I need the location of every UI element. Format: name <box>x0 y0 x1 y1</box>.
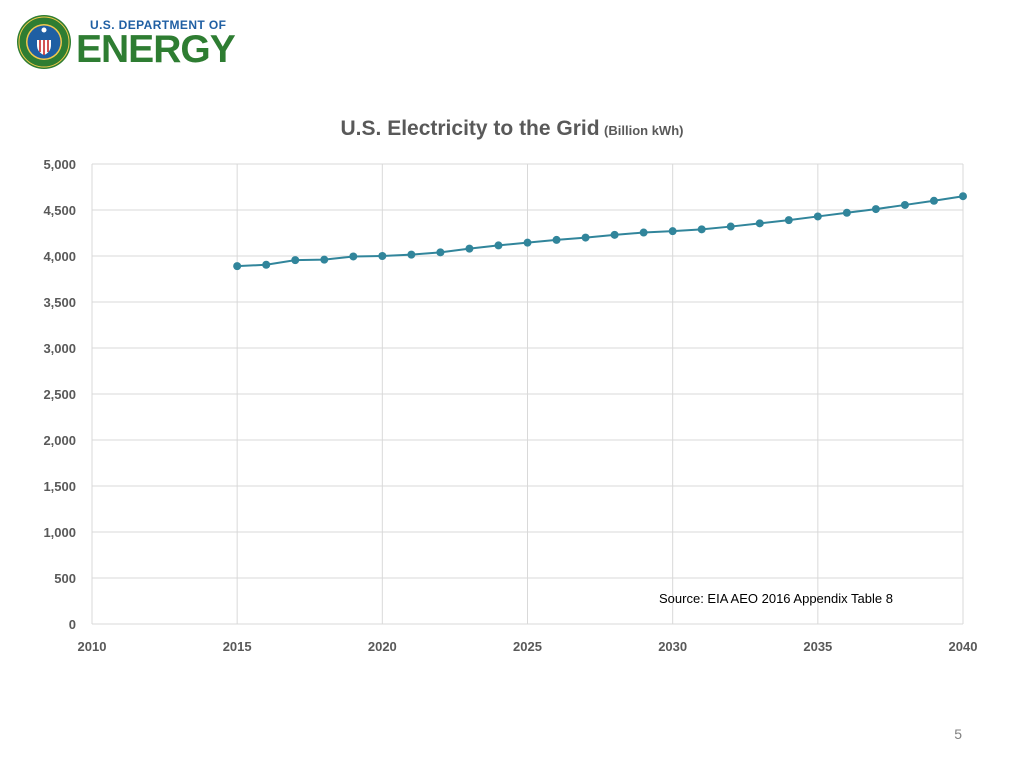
chart-title: U.S. Electricity to the Grid (Billion kW… <box>0 117 1024 141</box>
x-tick-label: 2010 <box>78 639 107 654</box>
y-tick-label: 0 <box>69 617 76 632</box>
data-point <box>262 260 271 269</box>
data-point <box>581 233 590 242</box>
data-point <box>378 252 387 260</box>
x-tick-label: 2035 <box>803 639 832 654</box>
data-point <box>813 212 822 221</box>
doe-logo: U.S. DEPARTMENT OF ENERGY <box>16 14 236 72</box>
source-annotation: Source: EIA AEO 2016 Appendix Table 8 <box>659 591 893 606</box>
data-point <box>871 205 880 214</box>
y-tick-label: 1,000 <box>43 525 76 540</box>
page-number: 5 <box>954 726 962 742</box>
chart-title-text: U.S. Electricity to the Grid <box>340 117 600 140</box>
data-point <box>697 225 706 234</box>
y-tick-label: 3,000 <box>43 341 76 356</box>
data-point <box>726 222 735 231</box>
y-tick-label: 1,500 <box>43 479 76 494</box>
data-point <box>436 248 445 257</box>
data-point <box>668 227 677 236</box>
data-point <box>784 216 793 225</box>
x-tick-label: 2030 <box>658 639 687 654</box>
data-point <box>755 219 764 228</box>
y-tick-label: 4,500 <box>43 203 76 218</box>
y-tick-label: 3,500 <box>43 295 76 310</box>
y-tick-label: 2,000 <box>43 433 76 448</box>
data-point <box>320 255 329 264</box>
data-point <box>291 256 300 265</box>
org-name-top: U.S. DEPARTMENT OF <box>90 18 227 32</box>
series-line <box>237 195 964 268</box>
data-point <box>407 250 416 259</box>
doe-seal-icon <box>17 15 71 69</box>
x-tick-label: 2020 <box>368 639 397 654</box>
data-point <box>494 241 503 250</box>
x-tick-label: 2040 <box>949 639 978 654</box>
data-point <box>465 244 474 253</box>
y-tick-label: 2,500 <box>43 387 76 402</box>
data-point <box>233 262 242 271</box>
x-tick-label: 2015 <box>223 639 252 654</box>
org-name-main: ENERGY <box>76 28 236 71</box>
data-point <box>842 208 851 217</box>
x-tick-label: 2025 <box>513 639 542 654</box>
data-point <box>349 252 358 261</box>
data-point <box>929 196 938 205</box>
data-point <box>900 200 909 209</box>
y-tick-label: 500 <box>54 571 76 586</box>
data-point <box>610 230 619 239</box>
y-tick-label: 5,000 <box>43 157 76 172</box>
data-point <box>552 235 561 244</box>
data-point <box>639 228 648 237</box>
data-point <box>523 238 532 247</box>
data-point <box>959 192 967 201</box>
y-tick-label: 4,000 <box>43 249 76 264</box>
chart-title-unit: (Billion kWh) <box>604 123 684 138</box>
